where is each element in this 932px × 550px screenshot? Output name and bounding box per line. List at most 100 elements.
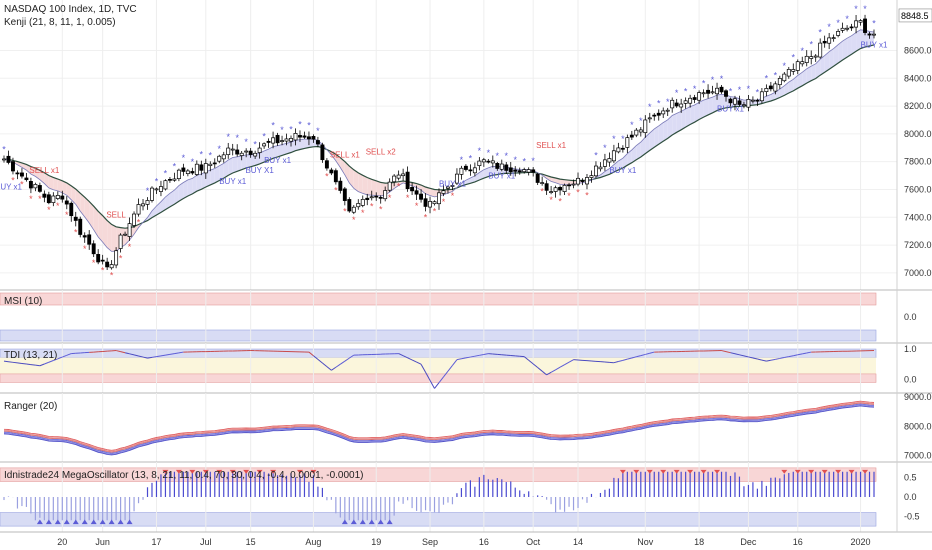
- tdi-line-segment: [438, 376, 444, 384]
- candle-body: [437, 192, 441, 205]
- x-tick-label-3: Jul: [200, 537, 212, 547]
- candle-body: [580, 180, 585, 182]
- candle-body: [28, 181, 33, 189]
- candle-body: [212, 162, 217, 165]
- tdi-line-segment: [434, 382, 440, 389]
- band-fill-segment: [196, 174, 202, 192]
- low-marker: *: [110, 271, 114, 281]
- candle-body: [11, 161, 15, 172]
- band-fill-segment: [663, 119, 668, 142]
- low-marker: *: [442, 197, 446, 207]
- msi-y-tick-0: 0.0: [904, 312, 917, 322]
- candle-body: [24, 177, 29, 181]
- band-fill-segment: [349, 166, 354, 189]
- tdi-line-segment: [124, 352, 130, 355]
- candle-body: [176, 169, 181, 180]
- candle-body: [6, 155, 11, 163]
- candle-body: [558, 187, 563, 191]
- low-marker: *: [361, 208, 365, 218]
- sell-triangle: [270, 469, 277, 474]
- candle-body: [746, 98, 751, 108]
- candle-body: [522, 169, 527, 173]
- band-fill-segment: [802, 68, 807, 86]
- megaoscillator-panel: 0.5 0.0 -0.5: [0, 462, 932, 533]
- buy-triangle: [45, 519, 52, 525]
- candle-body: [338, 180, 343, 191]
- sell-triangle: [808, 469, 815, 474]
- tdi-line-segment: [546, 371, 552, 376]
- sell-triangle: [619, 469, 626, 474]
- candle-body: [490, 160, 495, 164]
- band-fill-segment: [277, 144, 283, 157]
- candle-body: [118, 234, 123, 249]
- msi-upper-zone: [0, 292, 877, 306]
- x-tick-label-9: Oct: [526, 537, 541, 547]
- low-marker: *: [74, 227, 78, 237]
- band-fill-segment: [694, 102, 700, 123]
- band-fill-segment: [268, 146, 274, 161]
- x-tick-label-5: Aug: [305, 537, 321, 547]
- candle-body: [683, 100, 688, 104]
- high-marker: *: [513, 155, 517, 165]
- tdi-line-segment: [793, 354, 798, 357]
- tdi-line-segment: [407, 357, 413, 361]
- tdi-line-segment: [739, 354, 745, 357]
- band-fill-segment: [223, 159, 229, 179]
- low-marker: *: [352, 215, 356, 225]
- candle-body: [51, 195, 56, 203]
- sell-triangle: [700, 469, 707, 474]
- band-fill-segment: [838, 41, 843, 64]
- tdi-line-segment: [411, 359, 417, 363]
- candle-body: [688, 97, 693, 104]
- signal-label-1: BUY x1: [0, 182, 23, 191]
- band-fill-segment: [250, 154, 256, 167]
- band-fill-segment: [847, 35, 852, 58]
- candle-body: [585, 177, 589, 185]
- tdi-line-segment: [640, 353, 646, 357]
- tdi-line-segment: [757, 358, 763, 361]
- candle-body: [791, 69, 796, 72]
- candle-body: [423, 198, 428, 207]
- buy-triangle: [350, 519, 357, 525]
- candle-body: [432, 201, 437, 205]
- candle-body: [701, 92, 706, 95]
- candle-body: [199, 164, 204, 171]
- candle-body: [472, 167, 477, 174]
- candle-body: [123, 233, 128, 236]
- tdi-line-segment: [169, 353, 175, 355]
- candle-body: [428, 201, 432, 208]
- band-fill-segment: [295, 139, 300, 151]
- ranger-y-tick-0: 9000.0: [904, 392, 932, 402]
- high-marker: *: [217, 144, 221, 154]
- high-marker: *: [702, 78, 706, 88]
- tdi-line-segment: [752, 357, 758, 360]
- candle-body: [392, 175, 397, 183]
- sell-triangle: [714, 469, 721, 474]
- ranger-line-3: [3, 403, 875, 454]
- band-fill-segment: [811, 63, 816, 81]
- band-fill-segment: [93, 206, 99, 237]
- candle-body: [114, 250, 119, 266]
- low-marker: *: [370, 201, 374, 211]
- low-marker: *: [137, 218, 141, 228]
- band-fill-segment: [48, 175, 54, 190]
- candle-body: [867, 33, 872, 36]
- band-fill-segment: [820, 55, 825, 76]
- time-axis: 20 Jun 17 Jul 15 Aug 19 Sep 16 Oct 14 Nov 18 Dec 16 202…: [57, 537, 870, 547]
- tdi-line-segment: [44, 361, 50, 365]
- high-marker: *: [155, 176, 159, 186]
- band-fill-segment: [564, 179, 570, 185]
- main-y-tick-8: 7000.0: [904, 268, 932, 278]
- candle-body: [419, 193, 424, 200]
- tdi-line-segment: [165, 353, 171, 356]
- sell-triangle: [633, 469, 640, 474]
- tdi-line-segment: [340, 360, 346, 365]
- tdi-line-segment: [53, 358, 58, 361]
- candle-body: [69, 202, 74, 217]
- low-marker: *: [558, 196, 562, 206]
- band-fill-segment: [699, 100, 704, 120]
- high-marker: *: [531, 156, 535, 166]
- tdi-line-segment: [142, 356, 148, 359]
- band-fill-segment: [340, 157, 345, 175]
